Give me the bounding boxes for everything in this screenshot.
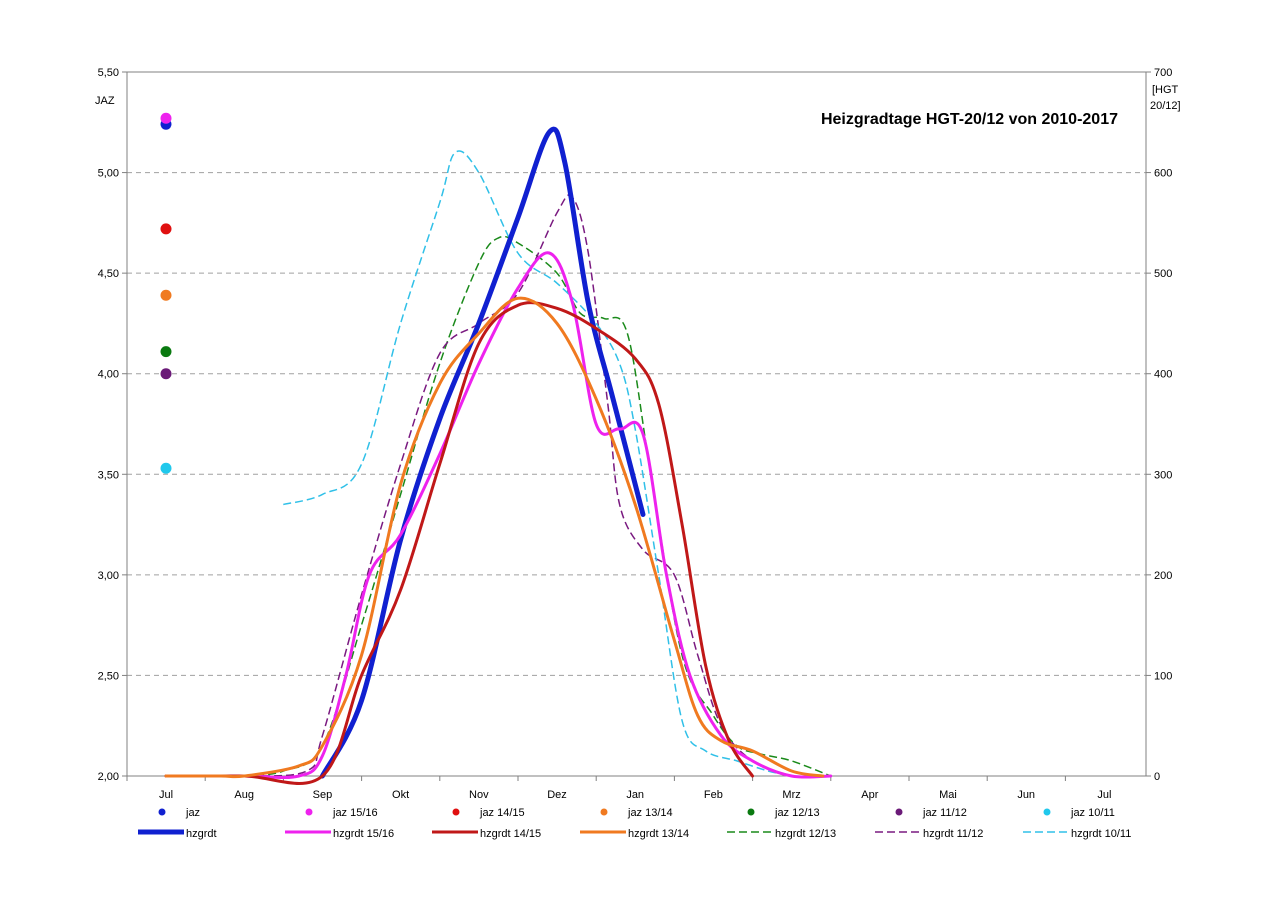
legend-marker [1043, 808, 1051, 816]
legend-marker [600, 808, 608, 816]
x-tick-label: Jul [1097, 789, 1111, 801]
right-tick-label: 100 [1154, 670, 1172, 682]
right-axis-label-line1: [HGT [1152, 84, 1179, 96]
left-tick-label: 2,00 [98, 771, 119, 783]
legend-label: jaz 15/16 [332, 807, 378, 819]
chart-title: Heizgradtage HGT-20/12 von 2010-2017 [821, 111, 1118, 128]
x-tick-label: Nov [469, 789, 489, 801]
grid-lines [127, 172, 1146, 676]
x-tick-label: Jun [1017, 789, 1035, 801]
legend-label: hzgrdt 15/16 [333, 828, 394, 840]
right-tick-label: 700 [1154, 67, 1172, 79]
x-tick-label: Sep [313, 789, 333, 801]
x-tick-label: Aug [234, 789, 254, 801]
right-axis-ticks: 0 100 200 300 400 500 600 700 [1146, 67, 1172, 783]
x-tick-label: Dez [547, 789, 567, 801]
right-tick-label: 400 [1154, 369, 1172, 381]
legend: jaz jaz 15/16 jaz 14/15 jaz 13/14 jaz 12/13 j… [138, 807, 1131, 840]
series-line-hzgrdt-14-15 [164, 301, 754, 785]
legend-label: hzgrdt 12/13 [775, 828, 836, 840]
series-lines [164, 126, 833, 785]
legend-label: hzgrdt 10/11 [1071, 828, 1131, 840]
plot-area [126, 71, 1147, 777]
jaz-point-jaz-10-11 [160, 462, 172, 474]
series-line-hzgrdt-15-16 [164, 251, 833, 779]
series-line-hzgrdt-13-14 [164, 296, 825, 779]
legend-marker [305, 808, 313, 816]
right-tick-label: 600 [1154, 168, 1172, 180]
series-line-hzgrdt-11-12 [165, 194, 792, 778]
legend-marker [452, 808, 460, 816]
legend-label: hzgrdt 14/15 [480, 828, 541, 840]
left-tick-label: 4,00 [98, 369, 119, 381]
right-tick-label: 500 [1154, 268, 1172, 280]
left-tick-label: 5,00 [98, 168, 119, 180]
legend-label: hzgrdt 13/14 [628, 828, 689, 840]
legend-marker [158, 808, 166, 816]
legend-label: jaz 10/11 [1070, 807, 1115, 819]
series-line-hzgrdt [319, 126, 646, 779]
x-tick-label: Feb [704, 789, 723, 801]
jaz-point-jaz-14-15 [160, 223, 172, 235]
x-tick-label: Apr [861, 789, 878, 801]
x-tick-label: Jul [159, 789, 173, 801]
jaz-point-jaz-11-12 [160, 368, 172, 380]
legend-label: jaz [185, 807, 200, 819]
jaz-points [160, 112, 172, 474]
x-tick-label: Jan [626, 789, 644, 801]
legend-label: hzgrdt 11/12 [923, 828, 983, 840]
left-tick-label: 2,50 [98, 670, 119, 682]
left-tick-label: 5,50 [98, 67, 119, 79]
series-line-hzgrdt-10-11 [283, 150, 792, 777]
right-axis-label-line2: 20/12] [1150, 100, 1181, 112]
series-line-hzgrdt-12-13 [244, 235, 831, 777]
legend-label: hzgrdt [186, 828, 217, 840]
right-tick-label: 0 [1154, 771, 1160, 783]
jaz-point-jaz-15-16 [160, 112, 172, 124]
legend-label: jaz 13/14 [627, 807, 673, 819]
left-tick-label: 3,50 [98, 469, 119, 481]
x-tick-label: Mai [939, 789, 957, 801]
left-tick-label: 3,00 [98, 570, 119, 582]
x-tick-label: Mrz [782, 789, 800, 801]
right-tick-label: 300 [1154, 469, 1172, 481]
right-tick-label: 200 [1154, 570, 1172, 582]
legend-label: jaz 11/12 [922, 807, 967, 819]
legend-marker [895, 808, 903, 816]
left-tick-label: 4,50 [98, 268, 119, 280]
legend-label: jaz 14/15 [479, 807, 525, 819]
jaz-point-jaz-12-13 [160, 346, 172, 358]
x-tick-label: Okt [392, 789, 409, 801]
legend-marker [747, 808, 755, 816]
jaz-point-jaz-13-14 [160, 289, 172, 301]
x-axis-ticks: Jul Aug Sep Okt Nov Dez Jan Feb Mrz Apr Mai Jun Jul [126, 776, 1111, 801]
left-axis-ticks: 2,00 2,50 3,00 3,50 4,00 4,50 5,00 5,50 [98, 67, 127, 783]
legend-label: jaz 12/13 [774, 807, 820, 819]
left-axis-label: JAZ [95, 95, 115, 107]
